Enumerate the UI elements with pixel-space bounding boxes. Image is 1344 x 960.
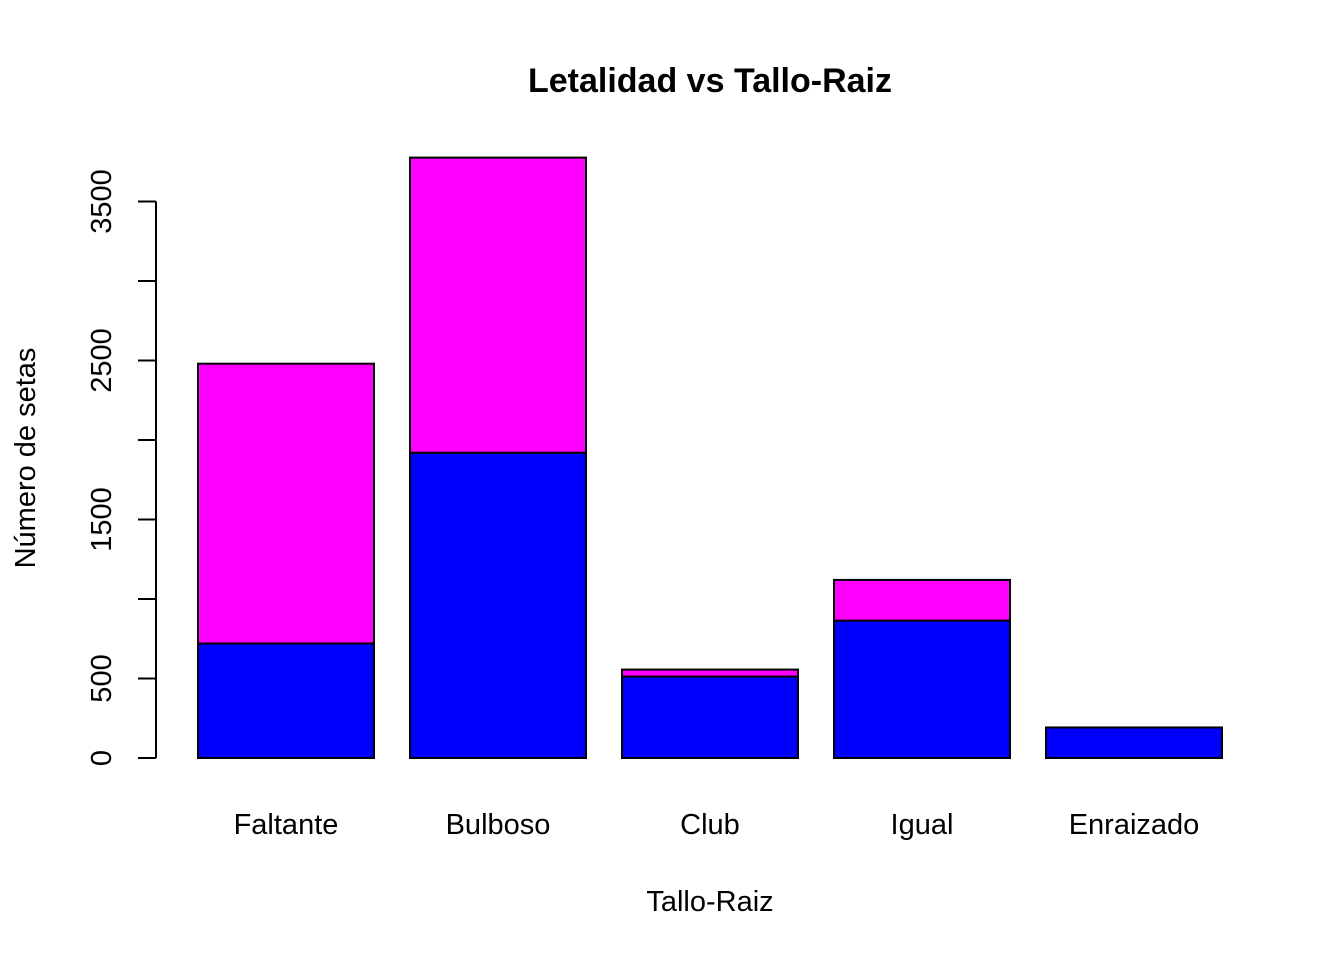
y-tick-label-0: 0 <box>86 750 118 766</box>
x-tick-label-igual: Igual <box>891 809 954 841</box>
y-tick-label-2500: 2500 <box>86 328 118 393</box>
x-tick-label-faltante: Faltante <box>234 809 339 841</box>
y-tick-label-500: 500 <box>86 654 118 702</box>
bar-bulboso-segment-2 <box>409 156 587 454</box>
x-tick-label-enraizado: Enraizado <box>1069 809 1200 841</box>
bar-bulboso-segment-1 <box>409 451 587 759</box>
y-axis-label: Número de setas <box>10 348 42 569</box>
x-axis-labels: Faltante Bulboso Club Igual Enraizado <box>234 809 1200 841</box>
bar-club-segment-1 <box>621 675 799 759</box>
x-tick-label-club: Club <box>680 809 740 841</box>
bar-enraizado-segment-1 <box>1045 726 1223 759</box>
bar-igual-segment-1 <box>833 619 1011 760</box>
x-axis-label: Tallo-Raiz <box>646 886 773 918</box>
bar-igual-segment-2 <box>833 578 1011 622</box>
bars <box>197 156 1223 760</box>
x-tick-label-bulboso: Bulboso <box>446 809 551 841</box>
chart-title: Letalidad vs Tallo-Raiz <box>528 62 892 100</box>
bar-faltante-segment-2 <box>197 362 375 645</box>
bar-faltante-segment-1 <box>197 642 375 760</box>
y-tick-label-3500: 3500 <box>86 169 118 234</box>
y-axis: 0 500 1500 2500 3500 <box>86 169 157 766</box>
y-tick-label-1500: 1500 <box>86 487 118 552</box>
bar-club-segment-2 <box>621 668 799 678</box>
